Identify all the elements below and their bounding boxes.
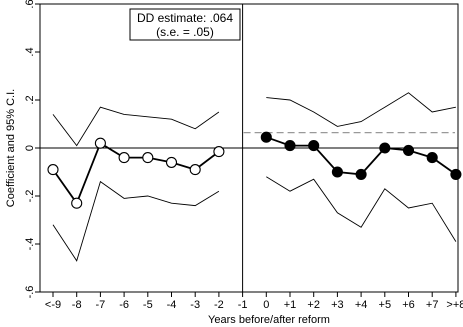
x-tick-label: 0 [263,299,269,311]
y-tick-label: -.6 [24,286,36,299]
x-tick-label: -2 [214,299,224,311]
x-tick-label: -8 [72,299,82,311]
annotation-line-2: (s.e. = .05) [156,25,214,39]
post-upper-ci-line [266,92,456,127]
pre-point [189,164,201,176]
y-tick-label: .2 [24,95,36,104]
x-tick-label: +6 [402,299,415,311]
dd-estimate-annotation: DD estimate: .064 (s.e. = .05) [129,8,241,41]
post-point [402,144,415,156]
pre-point [71,197,83,209]
estimate-line-layer [52,136,457,206]
pre-point [165,156,178,168]
annotation-box [129,8,241,41]
pre-point [47,164,59,176]
x-tick-label: +3 [331,299,344,311]
x-tick-label: +5 [379,299,392,311]
post-point [308,140,320,152]
post-point [284,140,296,152]
post-point [379,142,391,154]
y-tick-label: .4 [24,47,36,56]
post-point [450,168,462,180]
x-tick-label: -7 [96,299,106,311]
x-tick-label: -3 [190,299,200,311]
x-axis-title: Years before/after reform [208,314,330,326]
x-tick-label: -4 [167,299,177,311]
y-tick-label: -.2 [24,190,36,203]
post-point [426,152,438,164]
pre-lower-ci-line [52,180,220,262]
x-tick-label: +1 [284,299,297,311]
post-lower-ci-line [266,176,457,242]
estimate-points-layer [47,131,462,209]
pre-point [94,137,106,149]
y-tick-label: -.4 [24,238,36,251]
pre-point [142,152,154,164]
annotation-line-1: DD estimate: .064 [137,11,233,25]
x-tick-label: >+8 [446,299,463,311]
y-tick-label: .6 [24,0,36,9]
post-point [355,168,367,180]
x-tick-label: -1 [238,299,248,311]
x-axis: <-9 -8 -7 -6 -5 -4 -3 -2 -1 0 +1 +2 +3 +4 +5 +6 +7 >+8 [45,292,463,311]
x-tick-label: -5 [143,299,153,311]
pre-point [118,152,130,164]
x-tick-label: -6 [119,299,129,311]
y-tick-label: 0 [24,145,36,151]
y-axis: .6 .4 .2 0 -.2 -.4 -.6 [24,0,40,298]
x-tick-label: <-9 [45,299,61,311]
x-tick-label: +2 [307,299,320,311]
confidence-interval-layer [52,92,457,262]
x-tick-label: +4 [355,299,368,311]
x-tick-label: +7 [426,299,439,311]
y-axis-title: Coefficient and 95% C.I. [5,89,17,207]
post-point [260,131,272,143]
pre-upper-ci-line [52,106,220,147]
pre-point [213,146,225,158]
post-point [331,166,343,178]
